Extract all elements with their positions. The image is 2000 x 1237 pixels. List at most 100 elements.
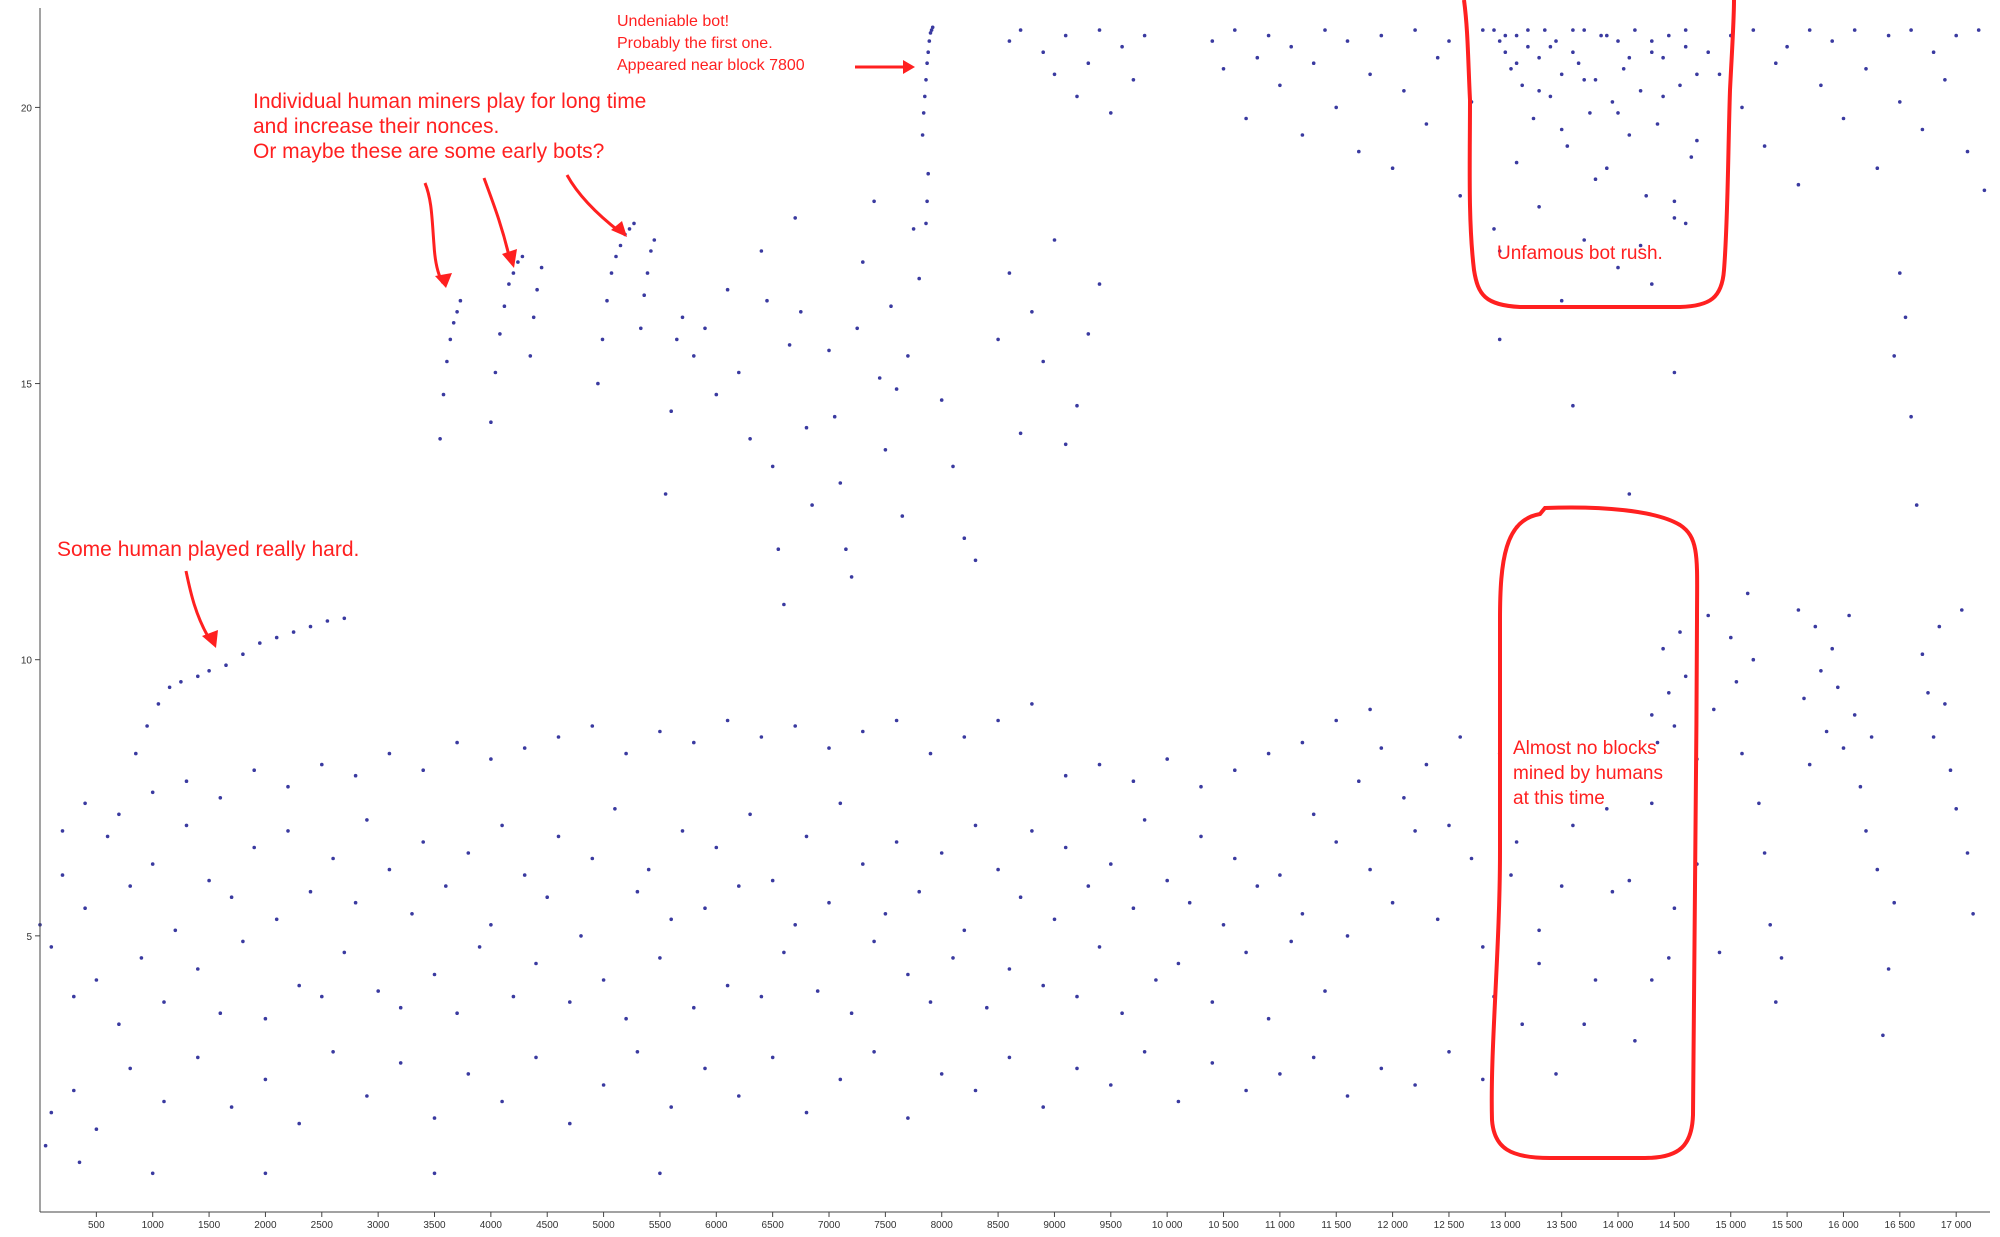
data-point xyxy=(601,978,606,982)
data-point xyxy=(308,624,313,629)
data-point xyxy=(1509,67,1513,71)
data-point xyxy=(1497,337,1502,342)
human-hard-arrow-head xyxy=(202,630,218,648)
data-point xyxy=(325,619,330,623)
data-point xyxy=(297,983,302,988)
data-point xyxy=(861,862,865,866)
data-point xyxy=(1841,116,1846,121)
data-point xyxy=(1233,856,1237,861)
data-point xyxy=(1909,414,1913,419)
data-point xyxy=(1616,111,1620,115)
data-point xyxy=(1965,149,1970,154)
data-point xyxy=(1199,784,1203,789)
data-point xyxy=(1678,630,1682,634)
data-point xyxy=(906,354,910,358)
data-point xyxy=(1667,956,1671,960)
data-point xyxy=(1075,94,1079,99)
data-point xyxy=(1063,33,1068,38)
data-point xyxy=(776,547,781,551)
data-point xyxy=(770,878,775,883)
data-point xyxy=(1255,55,1260,60)
data-point xyxy=(1402,89,1406,93)
x-tick-label: 12 500 xyxy=(1434,1220,1465,1231)
data-point xyxy=(1379,33,1384,38)
data-point xyxy=(1774,1000,1778,1004)
data-point xyxy=(906,1116,910,1120)
data-point xyxy=(737,1094,741,1098)
data-point xyxy=(117,1022,121,1026)
data-point xyxy=(675,337,679,342)
bot-rush-outline xyxy=(1462,0,1736,309)
x-tick-label: 13 500 xyxy=(1546,1220,1577,1231)
data-point xyxy=(60,873,65,877)
data-point xyxy=(365,1094,369,1098)
data-point xyxy=(72,1088,76,1093)
data-point xyxy=(1627,492,1632,496)
data-point xyxy=(1683,674,1688,679)
data-point xyxy=(1052,238,1057,242)
data-point xyxy=(759,994,764,999)
data-point xyxy=(1948,768,1953,772)
y-tick-label: 20 xyxy=(21,103,33,114)
data-point xyxy=(737,370,741,375)
data-point xyxy=(1131,906,1136,910)
data-point xyxy=(861,729,865,734)
data-point xyxy=(680,315,685,320)
data-point xyxy=(872,1050,876,1054)
data-point xyxy=(1729,635,1733,640)
data-point xyxy=(925,61,929,65)
data-point xyxy=(1667,33,1671,38)
data-point xyxy=(1914,503,1919,507)
x-tick-label: 11 000 xyxy=(1265,1220,1295,1231)
data-point xyxy=(1559,72,1564,77)
data-point xyxy=(1661,55,1665,60)
data-point xyxy=(1672,199,1677,204)
data-point xyxy=(1909,28,1913,32)
data-point xyxy=(218,1011,223,1015)
data-point xyxy=(787,343,792,347)
data-point xyxy=(218,796,223,800)
data-point xyxy=(1638,243,1643,248)
data-point xyxy=(1886,967,1891,971)
data-point xyxy=(466,1072,471,1076)
data-point xyxy=(1881,1033,1885,1038)
data-point xyxy=(1345,1094,1350,1098)
data-point xyxy=(1650,39,1654,43)
data-point xyxy=(1266,751,1271,756)
data-point xyxy=(1672,724,1677,728)
data-point xyxy=(923,94,927,99)
annotation-individual-line2: and increase their nonces. xyxy=(253,115,499,138)
data-point xyxy=(1627,133,1632,137)
data-point xyxy=(645,271,650,275)
data-point xyxy=(669,1105,673,1109)
data-point xyxy=(1830,39,1834,43)
data-point xyxy=(1514,840,1519,844)
data-point xyxy=(614,254,618,259)
data-point xyxy=(1655,122,1660,126)
data-point xyxy=(1712,707,1716,712)
individual-arrow-1 xyxy=(423,182,445,284)
data-point xyxy=(1779,956,1784,960)
data-point xyxy=(150,790,155,795)
data-point xyxy=(804,1110,809,1115)
data-point xyxy=(782,950,786,955)
data-point xyxy=(139,956,144,960)
data-point xyxy=(1097,28,1102,32)
data-point xyxy=(1379,746,1384,750)
data-point xyxy=(1571,823,1575,828)
annotation-individual-line3: Or maybe these are some early bots? xyxy=(253,140,604,163)
data-point xyxy=(539,265,544,270)
data-point xyxy=(1582,1022,1586,1026)
data-point xyxy=(1605,807,1609,811)
annotation-first-bot-line3: Appeared near block 7800 xyxy=(617,57,805,74)
data-point xyxy=(274,635,279,640)
data-point xyxy=(502,304,507,309)
individual-arrow-2-head xyxy=(502,249,517,268)
data-point xyxy=(1931,735,1936,739)
data-point xyxy=(1063,773,1068,778)
data-point xyxy=(1689,155,1694,159)
data-point xyxy=(1807,762,1812,767)
data-point xyxy=(1142,33,1147,38)
x-tick-label: 14 000 xyxy=(1603,1220,1634,1231)
data-point xyxy=(1774,61,1778,65)
